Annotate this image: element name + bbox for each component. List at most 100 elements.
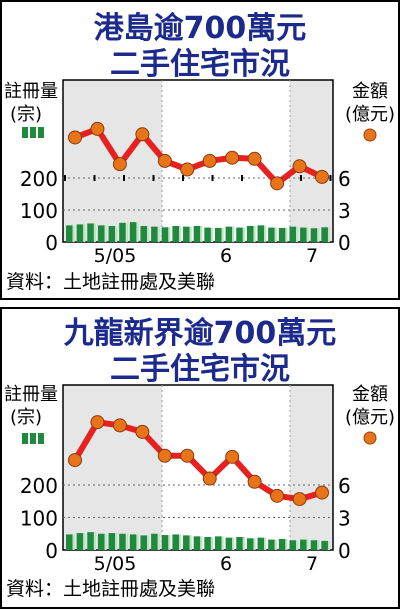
bar-highlight — [125, 222, 128, 242]
bar-highlight — [104, 225, 107, 242]
bar — [140, 535, 148, 550]
bar — [257, 225, 265, 242]
grid-tick — [300, 175, 302, 181]
bar-highlight — [253, 226, 256, 242]
right-tick-label: 0 — [338, 231, 351, 255]
line-series — [68, 121, 329, 191]
bar — [225, 226, 233, 242]
right-axis-unit: (億元) — [345, 407, 395, 428]
bar — [321, 227, 328, 242]
bar — [76, 224, 84, 242]
bar-highlight — [178, 226, 182, 242]
bar — [97, 225, 105, 242]
bar-highlight — [327, 540, 331, 550]
bar — [310, 540, 318, 550]
left-tick-label: 200 — [20, 474, 58, 498]
bar — [108, 226, 116, 242]
bar-highlight — [189, 226, 192, 242]
bar-highlight — [83, 224, 86, 242]
chart-panel-1: 港島逾700萬元 二手住宅市況 註冊量 (宗) 金額 (億元) 資料：土地註冊處… — [0, 0, 400, 300]
source-note: 資料：土地註冊處及美聯 — [6, 271, 215, 293]
left-tick-label: 0 — [45, 539, 58, 563]
plot-background — [63, 80, 333, 242]
bar-highlight — [317, 540, 320, 550]
right-axis-label: 金額 — [352, 384, 388, 405]
bar-highlight — [200, 536, 203, 550]
line-point — [135, 424, 150, 439]
left-axis-label: 註冊量 — [4, 384, 58, 405]
x-tick-label: 5/05 — [94, 553, 137, 575]
bar-highlight — [274, 227, 277, 242]
x-tick-label: 6 — [220, 553, 232, 575]
line-point — [292, 159, 307, 174]
bar — [204, 227, 211, 242]
bar — [289, 540, 297, 550]
bar — [183, 226, 190, 242]
line-point — [90, 121, 105, 136]
bar — [236, 227, 243, 242]
grid-tick — [211, 175, 214, 181]
bar-highlight — [136, 222, 139, 242]
bar — [268, 227, 275, 242]
line-point — [157, 153, 172, 168]
legend-bar-swatch — [22, 127, 44, 138]
right-tick-label: 3 — [338, 507, 351, 531]
bar-highlight — [285, 538, 288, 550]
bar-highlight — [157, 226, 160, 242]
grid-tick — [152, 175, 155, 181]
bar — [246, 538, 254, 550]
left-axis-label: 註冊量 — [4, 81, 58, 102]
bar — [66, 534, 73, 550]
chart-title-line2: 二手住宅市況 — [110, 47, 290, 82]
bar-highlight — [168, 227, 171, 242]
right-tick-label: 6 — [338, 474, 351, 498]
bar-highlight — [147, 535, 150, 550]
bar — [76, 533, 84, 550]
bar — [193, 536, 201, 550]
bar — [246, 226, 254, 242]
x-tick-label: 7 — [306, 553, 318, 575]
line-point — [180, 448, 195, 463]
line-point — [225, 150, 240, 165]
bar-highlight — [242, 537, 245, 550]
bar-highlight — [274, 539, 277, 550]
bar — [119, 533, 126, 550]
line-point — [112, 157, 127, 172]
source-note: 資料：土地註冊處及美聯 — [6, 578, 215, 600]
bar — [183, 535, 190, 550]
bar — [87, 223, 94, 242]
bar-highlight — [317, 228, 320, 242]
bar-highlight — [157, 533, 160, 550]
right-axis-unit: (億元) — [345, 104, 395, 125]
grid-tick — [241, 175, 243, 181]
grid-tick — [123, 175, 125, 181]
bar-highlight — [189, 535, 192, 550]
bar — [300, 227, 307, 242]
bar — [129, 222, 137, 242]
bar-highlight — [125, 533, 128, 550]
bar-highlight — [296, 226, 299, 242]
bar — [321, 540, 328, 550]
line-point — [292, 492, 307, 507]
bar-highlight — [168, 535, 171, 550]
legend-bar-swatch — [22, 433, 44, 444]
bar — [214, 536, 222, 550]
grid-tick — [93, 175, 96, 181]
bar — [289, 226, 297, 242]
line-series — [68, 415, 329, 507]
bar-highlight — [147, 226, 150, 242]
line-point — [247, 151, 262, 166]
grid-tick — [329, 175, 332, 181]
x-tick-label: 7 — [306, 245, 318, 267]
bar — [214, 227, 222, 242]
bar — [66, 225, 73, 242]
line-point — [270, 488, 285, 503]
bar-highlight — [93, 223, 97, 242]
bar — [119, 222, 126, 242]
left-axis-unit: (宗) — [10, 407, 42, 428]
x-tick-label: 6 — [220, 245, 232, 267]
bar-highlight — [253, 538, 256, 550]
bar-highlight — [285, 227, 288, 242]
chart-title-line1: 港島逾700萬元 — [94, 11, 307, 46]
line-point — [202, 153, 217, 168]
